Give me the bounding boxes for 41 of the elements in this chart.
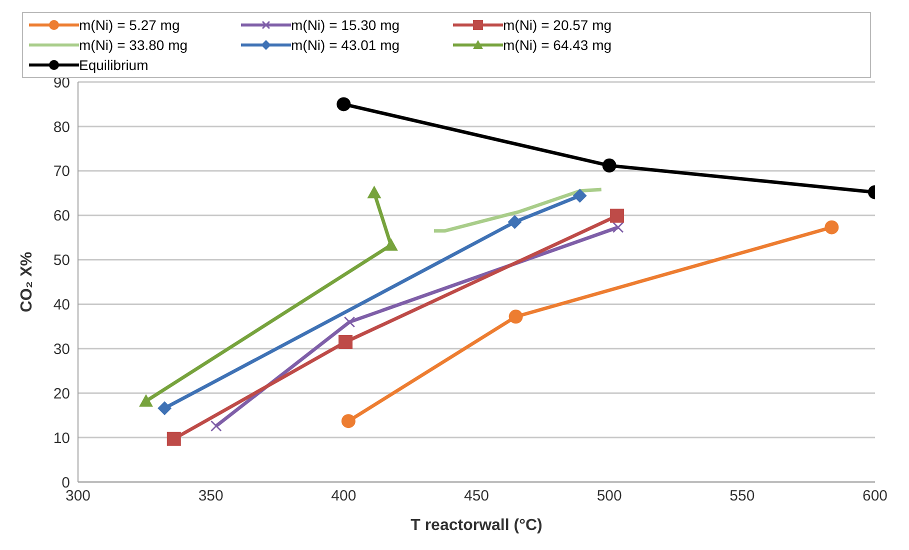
legend-label: m(Ni) = 64.43 mg [503, 37, 612, 53]
legend-label: m(Ni) = 20.57 mg [503, 17, 612, 33]
point [602, 158, 616, 173]
y-tick-label: 80 [53, 118, 70, 136]
point [336, 97, 351, 112]
line-series [432, 188, 604, 233]
point [508, 310, 523, 324]
point [338, 335, 353, 349]
point [824, 220, 839, 234]
y-tick-label: 30 [53, 340, 70, 358]
x-tick-label: 350 [198, 488, 224, 505]
y-tick-label: 20 [53, 385, 70, 402]
y-tick-label: 70 [53, 163, 70, 180]
x-axis-title: T reactorwall (°C) [410, 517, 542, 534]
legend-label: m(Ni) = 43.01 mg [291, 37, 400, 53]
x-tick-label: 400 [331, 488, 356, 505]
point [612, 222, 624, 233]
point [158, 401, 172, 416]
y-tick-label: 40 [53, 296, 70, 314]
point [610, 208, 624, 223]
point [367, 186, 382, 198]
legend-label: m(Ni) = 15.30 mg [291, 17, 400, 33]
point [508, 215, 522, 229]
point [572, 188, 587, 203]
legend-label: m(Ni) = 33.80 mg [79, 37, 188, 53]
point [344, 316, 356, 328]
x-tick-label: 500 [596, 488, 622, 505]
legend-label: m(Ni) = 5.27 mg [79, 17, 180, 33]
point [166, 432, 181, 446]
point [341, 414, 356, 428]
point [210, 420, 222, 432]
x-tick-label: 550 [730, 488, 755, 505]
y-axis-title: CO₂ X% [18, 252, 36, 312]
x-tick-label: 450 [464, 488, 490, 505]
point [384, 238, 398, 251]
y-tick-label: 50 [53, 252, 70, 270]
x-tick-label: 600 [862, 488, 888, 505]
y-tick-label: 60 [53, 208, 70, 225]
y-tick-label: 10 [53, 430, 70, 447]
legend-label: Equilibrium [79, 57, 148, 73]
point [139, 394, 154, 407]
